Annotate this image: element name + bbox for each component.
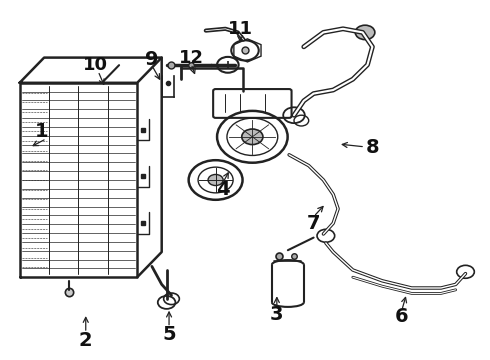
Text: 6: 6 [395,307,409,326]
Circle shape [242,129,263,145]
Text: 4: 4 [216,180,230,198]
Text: 5: 5 [162,325,176,344]
Text: 1: 1 [35,122,49,141]
Circle shape [355,25,375,40]
Circle shape [208,175,223,185]
Text: 11: 11 [227,20,253,38]
Text: 7: 7 [307,214,320,233]
Text: 8: 8 [366,138,379,157]
Text: 12: 12 [178,49,204,67]
Text: 3: 3 [270,306,284,324]
Text: 9: 9 [145,50,159,69]
Text: 10: 10 [83,56,108,74]
Text: 2: 2 [79,331,93,350]
